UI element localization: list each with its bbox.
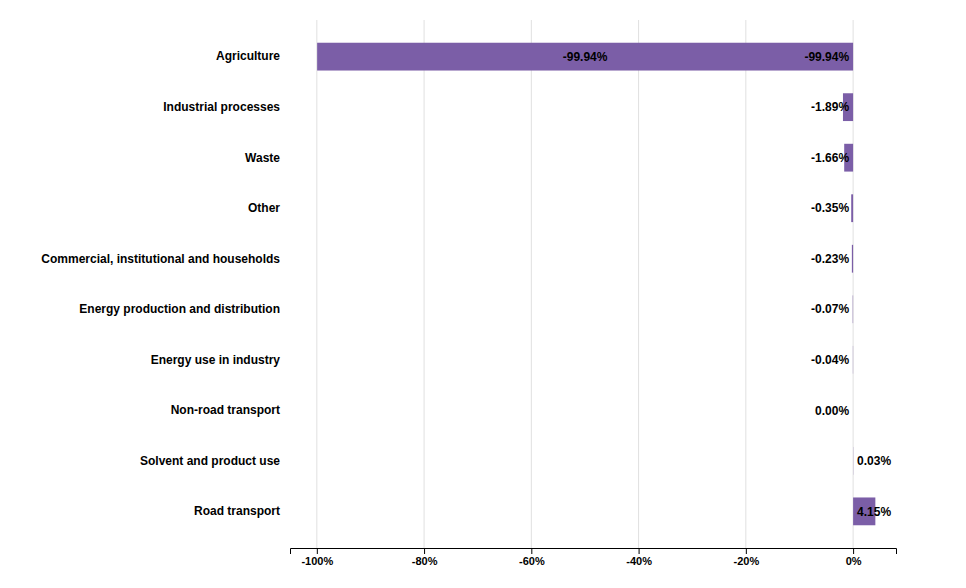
data-label: 0.00% [815, 404, 849, 418]
data-labels: 4.15% 0.03% 0.00% -0.04% -0.07% -0.23% -0.35% -… [563, 50, 892, 519]
y-tick: Energy production and distribution [79, 302, 280, 316]
y-tick-label: Solvent and product use [140, 454, 280, 468]
bar [852, 245, 853, 273]
y-tick: Other [248, 201, 280, 215]
x-tick: -80% [412, 548, 438, 567]
bar [852, 346, 853, 374]
data-label: 0.03% [857, 454, 891, 468]
grid-line [638, 20, 639, 548]
x-tick-label: -80% [412, 555, 438, 567]
x-tick-mark [853, 548, 854, 554]
y-tick-label: Road transport [194, 504, 280, 518]
y-tick-label: Agriculture [216, 49, 280, 63]
x-tick: -40% [626, 548, 652, 567]
data-label: -0.23% [811, 252, 849, 266]
x-tick-mark [746, 548, 747, 554]
x-tick: 0% [846, 548, 862, 567]
x-axis-line [291, 549, 897, 555]
x-tick-label: -100% [301, 555, 333, 567]
y-tick: Agriculture [216, 49, 280, 63]
y-tick-label: Waste [245, 151, 280, 165]
x-tick-mark [424, 548, 425, 554]
x-tick-label: -40% [626, 555, 652, 567]
x-axis: -100% -80% -60% -40% -20% 0% [291, 548, 897, 567]
x-tick-mark [531, 548, 532, 554]
chart: -100% -80% -60% -40% -20% 0% Road transport Sol… [0, 0, 966, 588]
x-tick: -60% [519, 548, 545, 567]
y-tick-label: Industrial processes [163, 100, 280, 114]
y-tick: Industrial processes [163, 100, 280, 114]
x-tick-label: -20% [733, 555, 759, 567]
bars [317, 43, 875, 526]
y-tick: Non-road transport [171, 403, 280, 417]
data-label: -99.94% [563, 50, 608, 64]
x-tick-label: 0% [846, 555, 862, 567]
y-tick: Solvent and product use [140, 454, 280, 468]
grid-line [316, 20, 317, 548]
grid-line [531, 20, 532, 548]
data-label: -0.07% [811, 302, 849, 316]
x-tick: -100% [301, 548, 333, 567]
data-label: -1.66% [811, 151, 849, 165]
grid [317, 20, 853, 548]
data-label: -99.94% [804, 50, 849, 64]
y-tick: Waste [245, 151, 280, 165]
y-tick-label: Energy use in industry [151, 353, 281, 367]
bar [852, 295, 853, 323]
grid-line [745, 20, 746, 548]
x-tick-label: -60% [519, 555, 545, 567]
x-tick-mark [317, 548, 318, 554]
y-tick: Commercial, institutional and households [41, 252, 280, 266]
y-tick-label: Commercial, institutional and households [41, 252, 280, 266]
grid-line [424, 20, 425, 548]
plot: -100% -80% -60% -40% -20% 0% Road transport Sol… [41, 20, 896, 567]
data-label: -1.89% [811, 100, 849, 114]
y-tick-label: Energy production and distribution [79, 302, 280, 316]
x-tick: -20% [733, 548, 759, 567]
y-tick-label: Other [248, 201, 280, 215]
bar [853, 396, 854, 424]
y-axis: Road transport Solvent and product use Non… [41, 49, 280, 518]
bar [853, 447, 854, 475]
bar [317, 43, 853, 71]
bar [851, 194, 853, 222]
y-tick-label: Non-road transport [171, 403, 280, 417]
data-label: -0.04% [811, 353, 849, 367]
data-label: 4.15% [857, 505, 891, 519]
y-tick: Energy use in industry [151, 353, 281, 367]
x-tick-mark [639, 548, 640, 554]
data-label: -0.35% [811, 201, 849, 215]
y-tick: Road transport [194, 504, 280, 518]
